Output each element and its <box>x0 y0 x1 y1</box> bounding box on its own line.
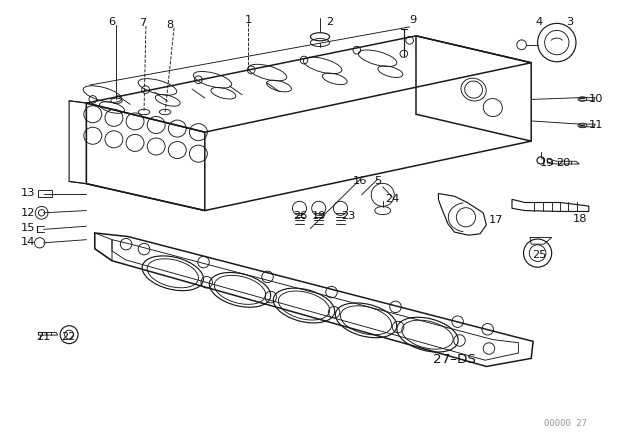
Text: 13: 13 <box>20 188 35 198</box>
Text: 25: 25 <box>532 250 547 260</box>
Text: 26: 26 <box>294 211 308 221</box>
Text: 21: 21 <box>36 332 51 342</box>
Text: 1: 1 <box>244 15 252 25</box>
Text: 20: 20 <box>556 158 570 168</box>
Text: 00000 27: 00000 27 <box>543 419 587 428</box>
Text: 24: 24 <box>385 194 399 204</box>
Text: 17: 17 <box>489 215 503 224</box>
Text: 19: 19 <box>540 158 554 168</box>
Text: 6: 6 <box>108 17 116 26</box>
Text: 22: 22 <box>61 332 76 342</box>
Text: 9: 9 <box>409 15 417 25</box>
Text: 4: 4 <box>536 17 543 26</box>
Text: 16: 16 <box>353 177 367 186</box>
Text: 2: 2 <box>326 17 333 26</box>
Text: 5: 5 <box>374 177 381 186</box>
Text: 12: 12 <box>21 208 35 218</box>
Text: 3: 3 <box>566 17 573 27</box>
Text: 10: 10 <box>589 94 604 103</box>
Text: 15: 15 <box>20 224 35 233</box>
Text: 8: 8 <box>166 20 173 30</box>
Text: 19: 19 <box>312 211 326 221</box>
Text: 7: 7 <box>139 18 147 28</box>
Text: 14: 14 <box>21 237 35 247</box>
Text: 18: 18 <box>573 214 588 224</box>
Text: 23: 23 <box>342 211 356 221</box>
Text: 11: 11 <box>589 121 604 130</box>
Text: 27–DS: 27–DS <box>433 353 476 366</box>
